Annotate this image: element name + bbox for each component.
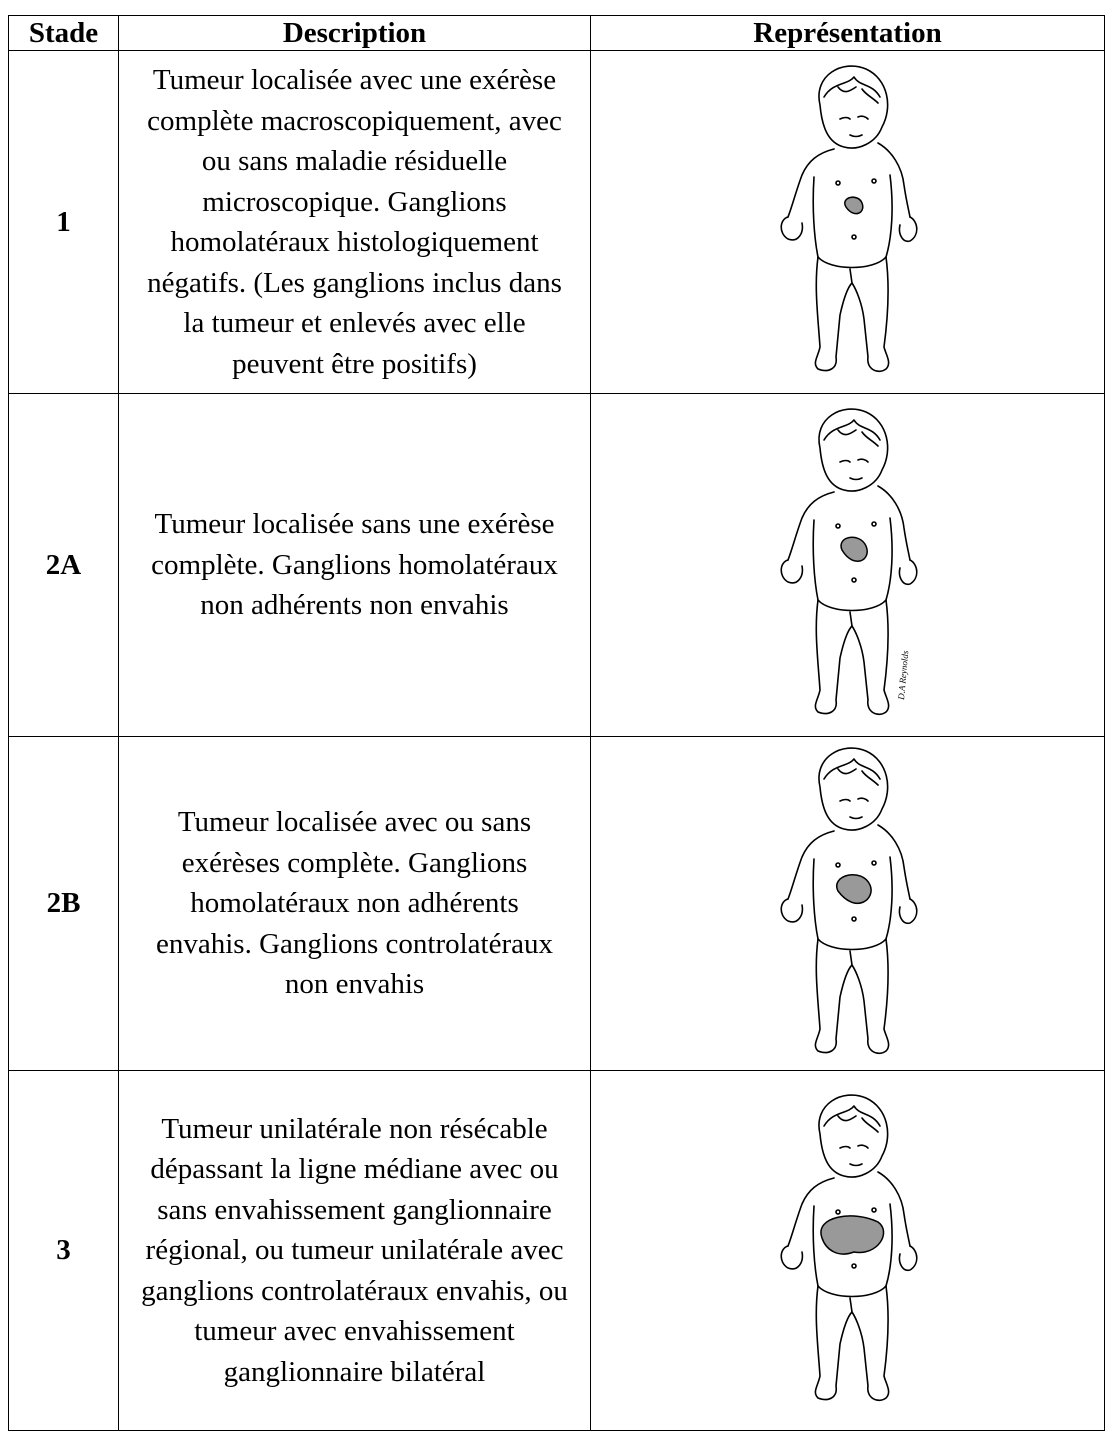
table-body: 1 Tumeur localisée avec une exérèse complè… [8, 50, 1105, 1431]
description-cell: Tumeur localisée avec une exérèse complèt… [118, 50, 591, 394]
description-line: ou sans maladie résiduelle [201, 145, 508, 177]
header-row: Stade Description Représentation [8, 15, 1105, 51]
description-line: envahis. Ganglions controlatéraux [155, 927, 554, 960]
illustration-cell: D.A Reynolds [590, 393, 1105, 737]
description-cell: Tumeur unilatérale non résécable dépassan… [118, 1070, 591, 1431]
child-figure [781, 409, 917, 714]
tumor [839, 536, 868, 562]
header-cell: Stade [8, 15, 119, 51]
description-line: non adhérents non envahis [200, 589, 509, 622]
tumor [819, 1214, 884, 1255]
description-line: non envahis [284, 968, 425, 1001]
description-line: Tumeur unilatérale non résécable [161, 1112, 548, 1145]
description-line: Tumeur localisée avec ou sans [177, 806, 532, 839]
signature: D.A Reynolds [895, 650, 909, 702]
table-row: 2A Tumeur localisée sans une exérèse compl… [8, 393, 1105, 737]
stage-table: Stade Description Représentation 1 Tumeur… [8, 15, 1105, 1431]
table-row: 2B Tumeur localisée avec ou sans exérèses … [8, 736, 1105, 1071]
description-line: Tumeur localisée sans une exérèse [154, 508, 555, 541]
description-line: Tumeur localisée avec une exérèse [152, 64, 557, 96]
table-row: 1 Tumeur localisée avec une exérèse complè… [8, 50, 1105, 394]
description-line: microscopique. Ganglions [202, 185, 507, 218]
child-figure [781, 66, 917, 371]
stage-cell: 2A [8, 393, 119, 737]
illustration-cell [590, 736, 1105, 1071]
description-cell: Tumeur localisée avec ou sans exérèses co… [118, 736, 591, 1071]
header-cell: Description [118, 15, 591, 51]
description-line: ganglionnaire bilatéral [223, 1355, 486, 1388]
table-row: 3 Tumeur unilatérale non résécable dépassa… [8, 1070, 1105, 1431]
header-cell: Représentation [590, 15, 1105, 51]
child-illustration: D.A Reynolds [758, 400, 938, 730]
description-line: exérèses complète. Ganglions [181, 846, 528, 879]
child-illustration [758, 739, 938, 1069]
stage-cell: 3 [8, 1070, 119, 1431]
description-line: la tumeur et enlevés avec elle [183, 307, 526, 339]
illustration-cell [590, 1070, 1105, 1431]
description-line: tumeur avec envahissement [194, 1315, 515, 1348]
description-line: homolatéraux non adhérents [190, 887, 519, 920]
description-line: ganglions controlatéraux envahis, ou [141, 1274, 568, 1307]
description-line: sans envahissement ganglionnaire [157, 1193, 552, 1226]
description-line: homolatéraux histologiquement [170, 226, 539, 258]
tumor [835, 873, 872, 904]
child-illustration [758, 57, 938, 387]
description-line: négatifs. (Les ganglions inclus dans [147, 266, 562, 299]
illustration-cell [590, 50, 1105, 394]
description-cell: Tumeur localisée sans une exérèse complèt… [118, 393, 591, 737]
description-line: complète. Ganglions homolatéraux [151, 548, 558, 581]
child-illustration [758, 1086, 938, 1416]
description-line: peuvent être positifs) [232, 347, 477, 380]
tumor [843, 196, 864, 215]
description-line: dépassant la ligne médiane avec ou [150, 1153, 559, 1186]
description-line: complète macroscopiquement, avec [147, 104, 562, 137]
description-line: régional, ou tumeur unilatérale avec [145, 1234, 564, 1267]
stage-cell: 1 [8, 50, 119, 394]
stage-cell: 2B [8, 736, 119, 1071]
